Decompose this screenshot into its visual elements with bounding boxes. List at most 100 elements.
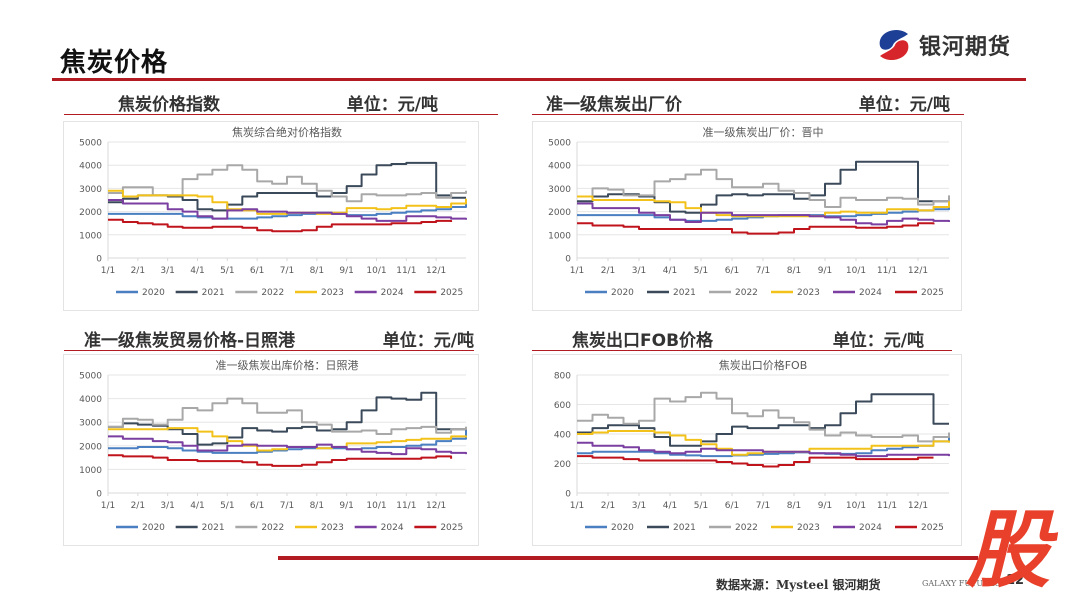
y-tick-label: 5000	[79, 139, 102, 149]
chart-title: 准一级焦炭出厂价：晋中	[703, 125, 824, 139]
x-tick-label: 1/1	[101, 501, 115, 511]
x-tick-label: 5/1	[694, 266, 708, 276]
x-tick-label: 3/1	[160, 501, 174, 511]
x-tick-label: 9/1	[818, 501, 832, 511]
x-tick-label: 10/1	[366, 266, 386, 276]
footer-divider	[278, 556, 978, 560]
legend-label: 2022	[735, 288, 758, 298]
series-line-2022	[108, 397, 467, 435]
legend-label: 2023	[321, 523, 344, 533]
panel-unit: 单位：元/吨	[382, 331, 474, 351]
legend-label: 2024	[859, 288, 882, 298]
y-tick-label: 4000	[548, 162, 571, 172]
legend-label: 2023	[797, 523, 820, 533]
y-tick-label: 2000	[79, 442, 102, 452]
legend-label: 2021	[202, 523, 225, 533]
legend-label: 2020	[611, 288, 634, 298]
chart-rizhao-price: 准一级焦炭出库价格：日照港 0 1000 2000 3000 4000 5000 1/1 2/1…	[63, 354, 479, 546]
x-tick-label: 6/1	[250, 501, 264, 511]
panel-title: 焦炭价格指数	[118, 95, 220, 115]
x-tick-label: 10/1	[366, 501, 386, 511]
legend-label: 2025	[921, 523, 944, 533]
series-line-2021	[577, 393, 949, 447]
y-tick-label: 200	[554, 460, 571, 470]
y-tick-label: 1000	[548, 231, 571, 241]
legend-label: 2023	[797, 288, 820, 298]
y-tick-label: 0	[565, 255, 571, 265]
legend-label: 2024	[381, 288, 404, 298]
y-tick-label: 2000	[79, 208, 102, 218]
x-tick-label: 11/1	[877, 266, 897, 276]
page-title: 焦炭价格	[60, 48, 169, 78]
galaxy-futures-text: GALAXY FUTURES	[922, 579, 1001, 588]
x-tick-label: 11/1	[396, 266, 416, 276]
legend-label: 2022	[735, 523, 758, 533]
x-tick-label: 4/1	[663, 266, 677, 276]
y-tick-label: 4000	[79, 162, 102, 172]
x-tick-label: 10/1	[846, 266, 866, 276]
legend-label: 2021	[673, 288, 696, 298]
panel-heading-1: 焦炭价格指数 单位：元/吨	[64, 90, 498, 115]
y-tick-label: 3000	[79, 185, 102, 195]
series-line-2021	[577, 160, 950, 214]
legend-label: 2025	[440, 523, 463, 533]
y-tick-label: 4000	[79, 395, 102, 405]
y-tick-label: 0	[96, 255, 102, 265]
x-tick-label: 12/1	[426, 501, 446, 511]
galaxy-logo-icon	[879, 29, 909, 61]
x-tick-label: 12/1	[908, 266, 928, 276]
series-line-2022	[108, 164, 467, 203]
x-tick-label: 7/1	[280, 501, 294, 511]
series-line-2025	[577, 455, 934, 468]
x-tick-label: 5/1	[220, 266, 234, 276]
x-tick-label: 11/1	[396, 501, 416, 511]
logo-text: 银河期货	[919, 35, 1012, 60]
panel-unit: 单位：元/吨	[858, 95, 950, 115]
chart-title: 焦炭出口价格FOB	[719, 358, 808, 372]
series-line-2023	[577, 430, 950, 456]
panel-title: 焦炭出口FOB价格	[572, 331, 714, 351]
legend-label: 2023	[321, 288, 344, 298]
y-tick-label: 1000	[79, 466, 102, 476]
data-source: 数据来源：Mysteel 银河期货	[716, 578, 881, 592]
x-tick-label: 8/1	[787, 501, 801, 511]
x-tick-label: 6/1	[725, 266, 739, 276]
series-line-2020	[577, 204, 950, 222]
company-logo: 银河期货	[875, 28, 1011, 62]
y-tick-label: 5000	[548, 139, 571, 149]
x-tick-label: 12/1	[908, 501, 928, 511]
series-line-2021	[108, 391, 467, 446]
x-tick-label: 2/1	[131, 266, 145, 276]
chart-svg: 准一级焦炭出库价格：日照港 0 1000 2000 3000 4000 5000 1/1 2/1…	[79, 358, 467, 533]
x-tick-label: 9/1	[339, 266, 353, 276]
x-tick-label: 5/1	[220, 501, 234, 511]
x-tick-label: 4/1	[663, 501, 677, 511]
x-tick-label: 5/1	[694, 501, 708, 511]
chart-title: 准一级焦炭出库价格：日照港	[216, 358, 359, 372]
legend-label: 2020	[611, 523, 634, 533]
series-line-2021	[108, 161, 466, 212]
stock-watermark: 股	[966, 501, 1051, 599]
x-tick-label: 1/1	[101, 266, 115, 276]
x-tick-label: 12/1	[426, 266, 446, 276]
y-tick-label: 0	[96, 490, 102, 500]
legend-label: 2024	[859, 523, 882, 533]
x-tick-label: 10/1	[846, 501, 866, 511]
y-tick-label: 3000	[548, 185, 571, 195]
legend-label: 2022	[261, 288, 284, 298]
series-line-2024	[108, 435, 467, 456]
y-tick-label: 400	[554, 431, 571, 441]
x-tick-label: 3/1	[632, 501, 646, 511]
series-line-2020	[108, 429, 467, 454]
x-tick-label: 1/1	[570, 266, 584, 276]
x-tick-label: 8/1	[787, 266, 801, 276]
legend-label: 2022	[261, 523, 284, 533]
x-tick-label: 8/1	[310, 266, 324, 276]
legend-label: 2020	[142, 523, 165, 533]
y-tick-label: 800	[554, 372, 571, 382]
x-tick-label: 6/1	[250, 266, 264, 276]
chart-coke-index: 焦炭综合绝对价格指数 0 1000 2000 3000 4000 5000 1/1 2/1 3/1…	[63, 121, 479, 311]
chart-svg: 焦炭综合绝对价格指数 0 1000 2000 3000 4000 5000 1/1 2/1 3/1…	[79, 125, 467, 298]
panel-title: 准一级焦炭贸易价格-日照港	[84, 331, 296, 351]
x-tick-label: 7/1	[756, 501, 770, 511]
